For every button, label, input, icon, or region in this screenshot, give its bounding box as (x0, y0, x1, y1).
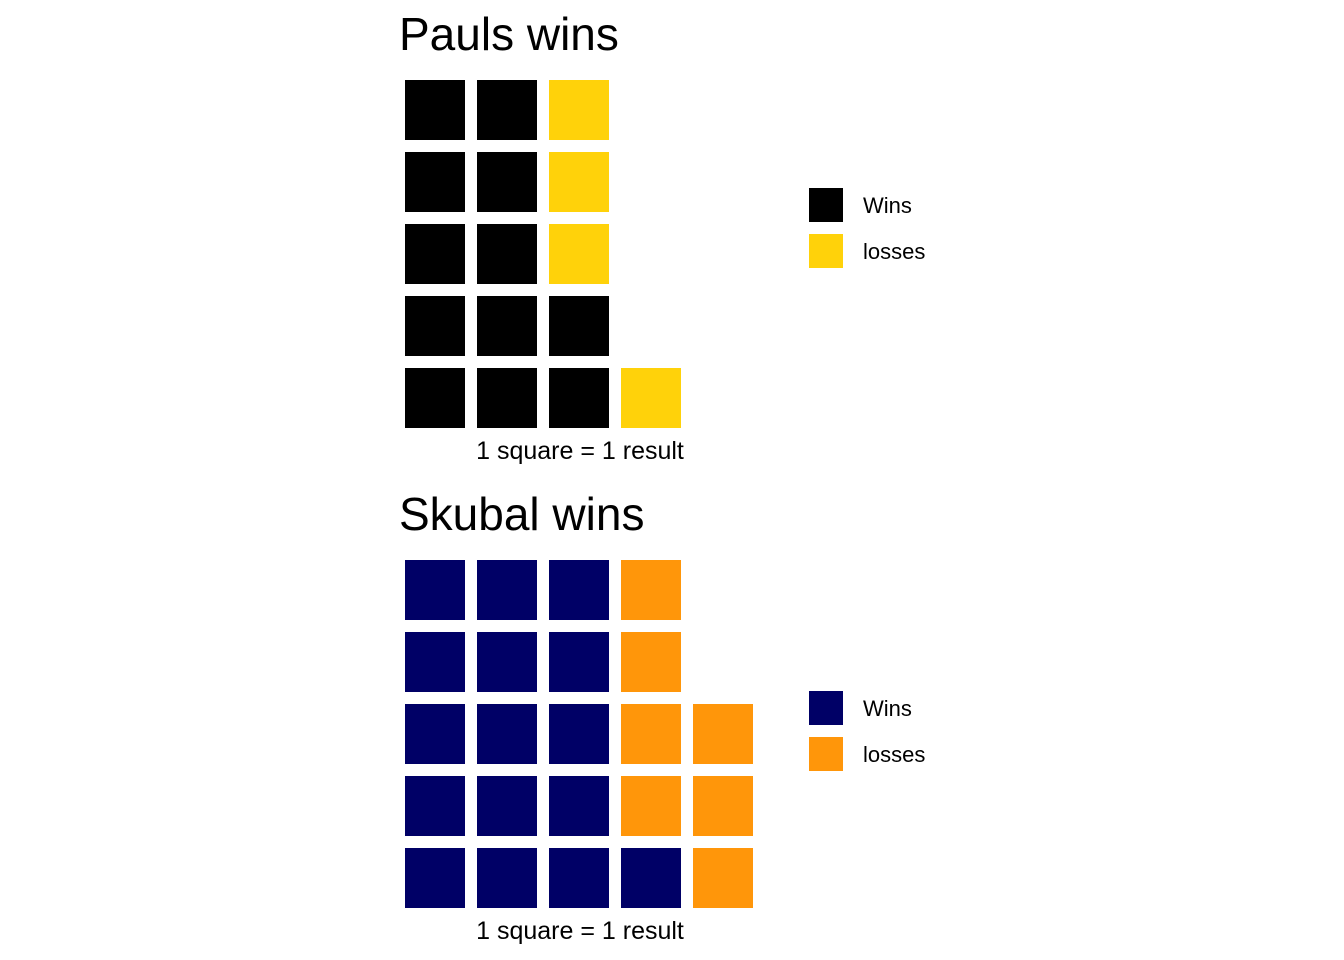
waffle-square-wins (477, 632, 537, 692)
waffle-square-wins (477, 368, 537, 428)
waffle-square-wins (621, 848, 681, 908)
legend: Wins losses (809, 188, 925, 268)
chart-caption: 1 square = 1 result (476, 917, 684, 945)
waffle-grid (405, 560, 753, 908)
waffle-square-wins (477, 848, 537, 908)
waffle-square-losses (621, 632, 681, 692)
waffle-panel-pauls: Pauls wins 1 square = 1 result Wins loss… (399, 8, 925, 465)
waffle-square-wins (405, 848, 465, 908)
legend-label-wins: Wins (863, 193, 912, 218)
waffle-square-wins (477, 224, 537, 284)
waffle-square-wins (549, 848, 609, 908)
waffle-square-wins (549, 704, 609, 764)
waffle-square-losses (693, 848, 753, 908)
waffle-square-losses (621, 560, 681, 620)
waffle-square-wins (405, 776, 465, 836)
waffle-square-wins (477, 152, 537, 212)
waffle-square-wins (405, 224, 465, 284)
waffle-square-wins (405, 368, 465, 428)
waffle-square-wins (405, 704, 465, 764)
waffle-square-losses (549, 80, 609, 140)
waffle-square-wins (405, 560, 465, 620)
legend-swatch-losses (809, 234, 843, 268)
legend-swatch-losses (809, 737, 843, 771)
chart-title: Skubal wins (399, 488, 644, 540)
waffle-square-wins (477, 296, 537, 356)
legend-label-losses: losses (863, 742, 925, 767)
waffle-square-losses (621, 368, 681, 428)
waffle-square-wins (477, 80, 537, 140)
waffle-square-wins (405, 296, 465, 356)
waffle-square-losses (549, 224, 609, 284)
waffle-square-wins (477, 560, 537, 620)
waffle-square-wins (549, 560, 609, 620)
waffle-square-losses (693, 704, 753, 764)
waffle-square-wins (477, 704, 537, 764)
waffle-square-losses (621, 776, 681, 836)
legend-label-wins: Wins (863, 696, 912, 721)
legend-swatch-wins (809, 691, 843, 725)
waffle-square-losses (693, 776, 753, 836)
waffle-square-losses (621, 704, 681, 764)
legend: Wins losses (809, 691, 925, 771)
waffle-square-wins (477, 776, 537, 836)
waffle-square-wins (405, 80, 465, 140)
chart-title: Pauls wins (399, 8, 619, 60)
waffle-panel-skubal: Skubal wins 1 square = 1 result Wins los… (399, 488, 925, 945)
waffle-square-losses (549, 152, 609, 212)
waffle-square-wins (549, 776, 609, 836)
legend-swatch-wins (809, 188, 843, 222)
waffle-square-wins (549, 632, 609, 692)
waffle-grid (405, 80, 681, 428)
waffle-square-wins (405, 632, 465, 692)
waffle-square-wins (549, 296, 609, 356)
waffle-square-wins (549, 368, 609, 428)
waffle-square-wins (405, 152, 465, 212)
chart-caption: 1 square = 1 result (476, 437, 684, 465)
legend-label-losses: losses (863, 239, 925, 264)
